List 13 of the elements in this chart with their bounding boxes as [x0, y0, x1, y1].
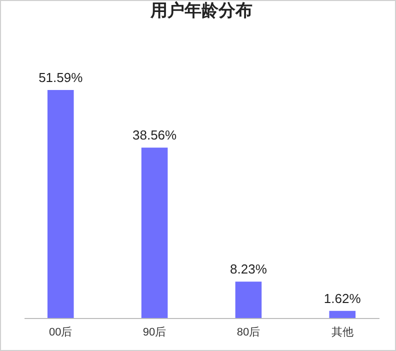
bar: [141, 148, 168, 318]
bar: [329, 310, 356, 318]
data-label: 8.23%: [230, 262, 268, 277]
bar: [235, 282, 262, 318]
x-tick-label: 其他: [331, 326, 354, 338]
chart-title: 用户年龄分布: [150, 1, 252, 20]
x-tick-label: 00后: [49, 326, 72, 338]
bar: [47, 90, 74, 318]
data-label: 51.59%: [38, 70, 84, 85]
data-label: 38.56%: [132, 128, 178, 143]
x-tick-label: 90后: [142, 326, 166, 338]
x-tick-label: 80后: [236, 326, 260, 338]
data-label: 1.62%: [324, 290, 362, 306]
